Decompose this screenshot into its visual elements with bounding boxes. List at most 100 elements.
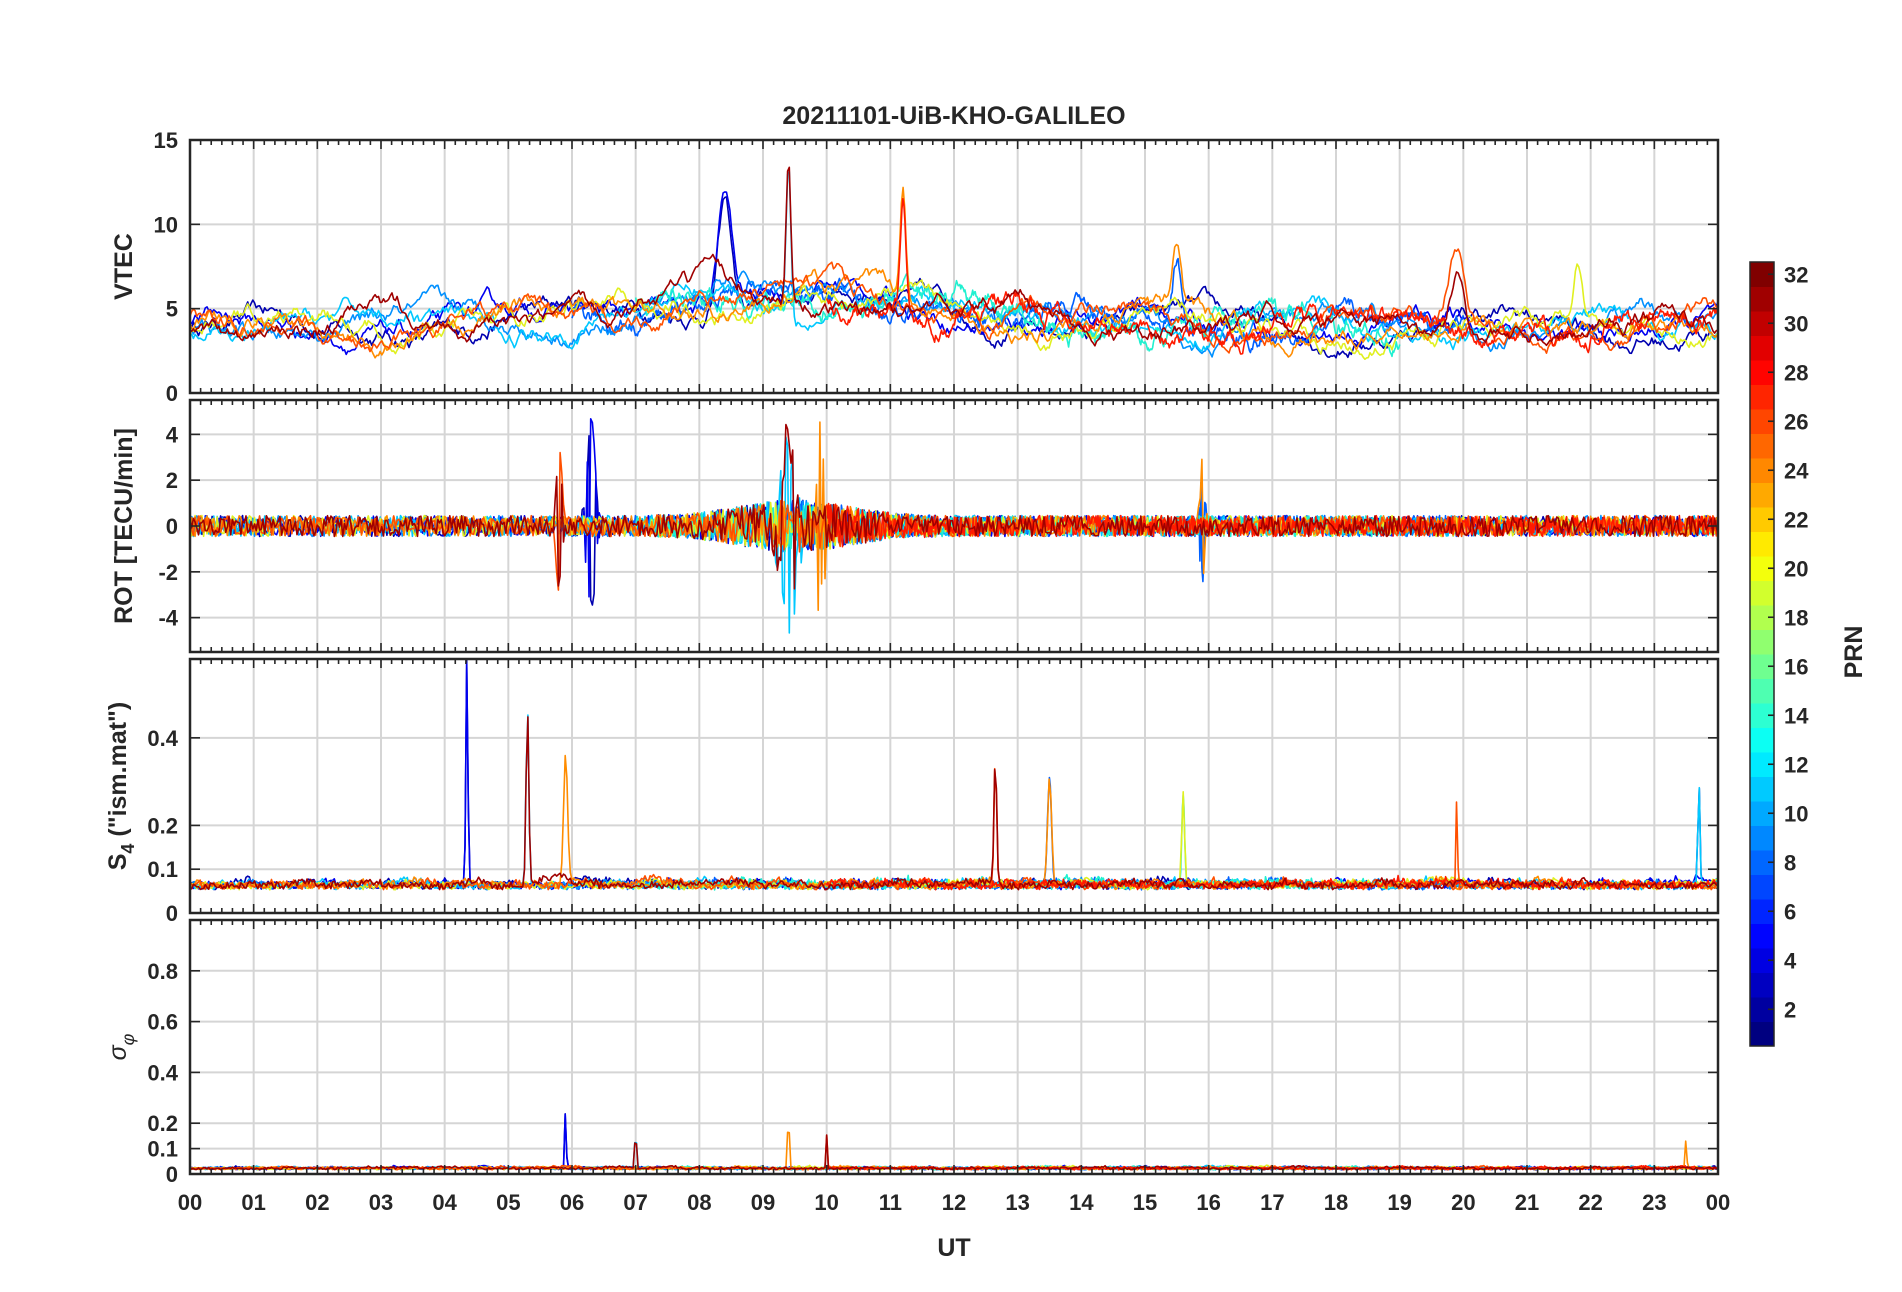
colorbar-tick-label: 14 (1784, 703, 1809, 728)
series-line-prn-31 (190, 166, 1718, 347)
colorbar-tick-label: 18 (1784, 605, 1808, 630)
y-tick-label: 0.2 (147, 813, 178, 838)
colorbar-tick-label: 4 (1784, 948, 1797, 973)
colorbar-tick-label: 8 (1784, 850, 1796, 875)
colorbar-tick-label: 20 (1784, 556, 1808, 581)
y-axis-label-rot: ROT [TECU/min] (110, 428, 138, 624)
y-tick-label: 5 (166, 297, 178, 322)
colorbar-swatch (1750, 825, 1774, 851)
y-tick-label: 0 (166, 901, 178, 926)
x-tick-label: 00 (178, 1190, 202, 1215)
series-group (190, 418, 1718, 634)
colorbar-tick-label: 16 (1784, 654, 1808, 679)
panel-rot: -4 -2 0 2 4 ROT [TECU/min] (110, 398, 1720, 654)
y-tick-label: 0.2 (147, 1111, 178, 1136)
series-line-prn-27 (825, 874, 1718, 891)
x-axis-tick-labels: 00 01 02 03 04 05 06 07 08 09 10 11 12 13 14 15 16 17 18 19… (178, 1190, 1730, 1215)
series-group (190, 659, 1718, 891)
colorbar-swatch (1750, 972, 1774, 998)
colorbar-tick-label: 22 (1784, 507, 1808, 532)
y-tick-label: 4 (166, 422, 179, 447)
x-tick-label: 06 (560, 1190, 584, 1215)
colorbar-swatch (1750, 874, 1774, 900)
x-tick-label: 16 (1196, 1190, 1220, 1215)
y-tick-label: 15 (154, 128, 178, 153)
colorbar-tick-label: 28 (1784, 360, 1808, 385)
x-tick-label: 14 (1069, 1190, 1094, 1215)
y-tick-label: 10 (154, 212, 178, 237)
colorbar-swatch (1750, 629, 1774, 655)
x-tick-label: 11 (879, 1190, 902, 1215)
colorbar-swatch (1750, 433, 1774, 459)
colorbar-tick-label: 12 (1784, 752, 1808, 777)
x-tick-label: 12 (942, 1190, 966, 1215)
colorbar-tick-label: 26 (1784, 409, 1808, 434)
x-tick-label: 17 (1260, 1190, 1284, 1215)
colorbar-swatch (1750, 727, 1774, 753)
series-group (190, 166, 1718, 360)
colorbar-frame (1749, 261, 1775, 1047)
colorbar-tick-label: 30 (1784, 311, 1808, 336)
colorbar-swatch (1750, 531, 1774, 557)
x-tick-label: 01 (241, 1190, 265, 1215)
panel-sigphi: 00.10.2 0.4 0.6 0.8 σφ (104, 918, 1720, 1187)
colorbar-swatch (1750, 776, 1774, 802)
panel-vtec: 0 5 10 15 VTEC (110, 128, 1720, 406)
series-line-prn-27 (825, 502, 1718, 548)
y-tick-label: 2 (166, 468, 178, 493)
series-line-prn-8 (571, 257, 1465, 354)
series-line-prn-31 (190, 423, 1718, 590)
y-tick-label: -2 (158, 560, 178, 585)
colorbar-swatch (1750, 335, 1774, 361)
x-tick-label: 19 (1387, 1190, 1411, 1215)
y-tick-label: 0 (166, 381, 178, 406)
colorbar-label: PRN (1840, 626, 1868, 679)
series-line-prn-27 (825, 197, 1718, 355)
y-tick-label: 0.1 (147, 857, 178, 882)
x-tick-label: 05 (496, 1190, 520, 1215)
colorbar-swatch (1750, 384, 1774, 410)
colorbar-tick-label: 24 (1784, 458, 1809, 483)
y-tick-label: 0.4 (147, 1060, 178, 1085)
y-tick-label: 0.4 (147, 726, 178, 751)
colorbar-swatch (1750, 286, 1774, 312)
colorbar-swatch (1750, 580, 1774, 606)
x-axis-label: UT (937, 1234, 970, 1262)
y-axis-label-vtec: VTEC (110, 233, 138, 300)
x-tick-label: 07 (623, 1190, 647, 1215)
colorbar-swatch (1750, 482, 1774, 508)
y-tick-label: 0.8 (147, 959, 178, 984)
series-line-prn-31 (190, 716, 1718, 891)
y-tick-label: 0 (166, 1162, 178, 1187)
x-tick-label: 22 (1578, 1190, 1602, 1215)
x-tick-label: 23 (1642, 1190, 1666, 1215)
x-tick-label: 10 (814, 1190, 838, 1215)
y-axis-label-s4: S4 ("ism.mat") (104, 702, 138, 871)
x-tick-label: 09 (751, 1190, 775, 1215)
x-tick-label: 08 (687, 1190, 711, 1215)
x-tick-label: 15 (1133, 1190, 1157, 1215)
x-tick-label: 00 (1706, 1190, 1730, 1215)
x-tick-label: 21 (1515, 1190, 1539, 1215)
y-axis-label-sigphi: σφ (104, 1033, 138, 1060)
colorbar-swatch (1750, 1021, 1774, 1047)
x-tick-label: 13 (1005, 1190, 1029, 1215)
x-tick-label: 20 (1451, 1190, 1475, 1215)
colorbar-tick-label: 32 (1784, 262, 1808, 287)
y-tick-label: 0.1 (147, 1137, 178, 1162)
x-tick-label: 02 (305, 1190, 329, 1215)
y-tick-label: 0 (166, 514, 178, 539)
x-tick-label: 04 (432, 1190, 457, 1215)
y-tick-label: -4 (158, 606, 178, 631)
colorbar-swatch (1750, 923, 1774, 949)
y-tick-label: 0.6 (147, 1010, 178, 1035)
colorbar-tick-label: 10 (1784, 801, 1808, 826)
chart-title: 20211101-UiB-KHO-GALILEO (782, 102, 1125, 130)
x-tick-label: 03 (369, 1190, 393, 1215)
panel-s4: 0 0.1 0.2 0.4 S4 ("ism.mat") (104, 657, 1720, 926)
colorbar-tick-label: 6 (1784, 899, 1796, 924)
colorbar-tick-label: 2 (1784, 997, 1796, 1022)
x-tick-label: 18 (1324, 1190, 1348, 1215)
